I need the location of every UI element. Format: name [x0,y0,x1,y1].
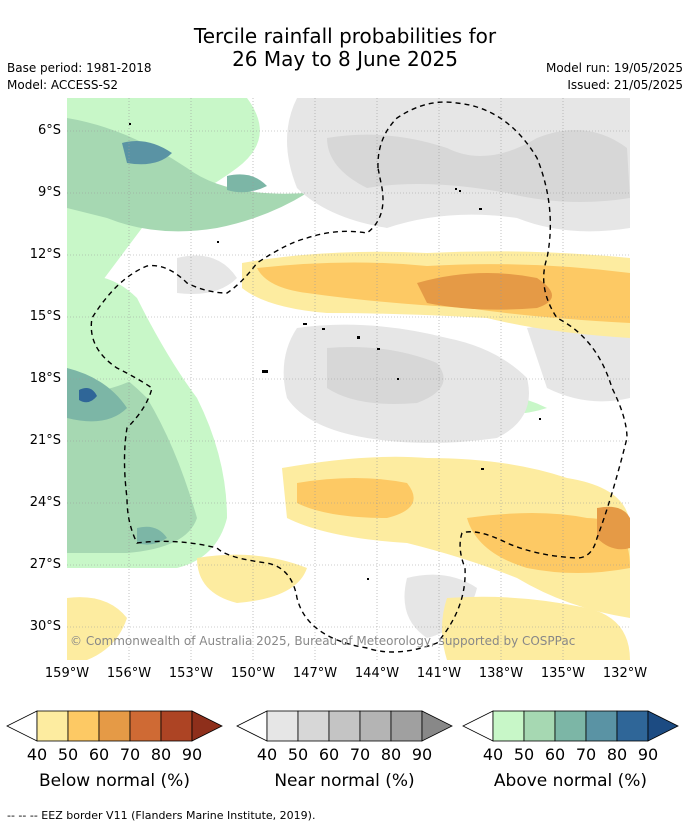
colorbar-segment [554,710,587,742]
lon-label: 150°W [230,666,276,681]
colorbar-segment [297,710,330,742]
colorbar-segment [523,710,556,742]
issued-date: Issued: 21/05/2025 [567,78,683,92]
colorbar-0 [6,710,223,742]
map-gridlines [67,98,630,660]
colorbar-segment [266,710,299,742]
colorbar-tick-label: 50 [287,745,309,764]
colorbar-left-extension [462,710,494,742]
lat-label: 18°S [29,371,61,386]
colorbar-tick-label: 80 [606,745,628,764]
colorbar-segment [492,710,525,742]
below-normal-region [67,251,630,660]
lon-label: 138°W [478,666,524,681]
colorbar-title: Below normal (%) [39,771,190,791]
colorbar-segment [36,710,69,742]
lon-label: 135°W [540,666,586,681]
colorbar-segment [359,710,392,742]
lat-label: 9°S [37,185,61,200]
model-run-date: Model run: 19/05/2025 [545,61,683,75]
eez-note: -- -- -- EEZ border V11 (Flanders Marine… [7,809,316,822]
colorbar-1 [236,710,453,742]
colorbar-tick-label: 90 [181,745,203,764]
lat-label: 15°S [29,309,61,324]
colorbar-title: Near normal (%) [274,771,415,791]
colorbar-right-extension [421,710,453,742]
lat-label: 27°S [29,557,61,572]
colorbar-tick-label: 40 [256,745,278,764]
colorbar-segment [129,710,162,742]
colorbar-title: Above normal (%) [493,771,648,791]
colorbar-segment [328,710,361,742]
lat-label: 30°S [29,619,61,634]
colorbar-tick-label: 50 [513,745,535,764]
colorbar-segment [585,710,618,742]
lat-label: 12°S [29,247,61,262]
copyright-notice: © Commonwealth of Australia 2025, Bureau… [70,634,576,648]
colorbar-tick-label: 40 [482,745,504,764]
colorbar-tick-label: 70 [119,745,141,764]
near-normal-region [177,98,630,638]
colorbar-tick-label: 70 [349,745,371,764]
lon-label: 132°W [602,666,648,681]
lon-label: 159°W [44,666,90,681]
colorbar-left-extension [6,710,38,742]
lat-label: 6°S [37,123,61,138]
colorbar-segment [616,710,649,742]
colorbar-right-extension [191,710,223,742]
colorbar-tick-label: 70 [575,745,597,764]
colorbar-right-extension [647,710,679,742]
lon-label: 153°W [168,666,214,681]
colorbar-tick-label: 90 [411,745,433,764]
title-line-1: Tercile rainfall probabilities for [193,24,497,48]
colorbar-tick-label: 80 [380,745,402,764]
colorbar-2 [462,710,679,742]
colorbar-left-extension [236,710,268,742]
colorbar-segment [160,710,193,742]
colorbar-tick-label: 60 [318,745,340,764]
colorbar-segment [67,710,100,742]
colorbar-tick-label: 90 [637,745,659,764]
lon-label: 141°W [416,666,462,681]
colorbar-tick-label: 50 [57,745,79,764]
eez-border [90,101,628,653]
colorbar-segment [98,710,131,742]
colorbar-legends [6,710,679,742]
islands [129,123,541,580]
colorbar-tick-label: 60 [88,745,110,764]
colorbar-tick-label: 40 [26,745,48,764]
lat-label: 24°S [29,495,61,510]
colorbar-tick-label: 80 [150,745,172,764]
model-name: Model: ACCESS-S2 [7,78,119,92]
colorbar-segment [390,710,423,742]
lat-label: 21°S [29,433,61,448]
probability-map [67,98,630,660]
lon-label: 144°W [354,666,400,681]
title-line-2: 26 May to 8 June 2025 [232,47,458,71]
lon-label: 147°W [292,666,338,681]
colorbar-tick-label: 60 [544,745,566,764]
base-period: Base period: 1981-2018 [7,61,152,75]
lon-label: 156°W [106,666,152,681]
